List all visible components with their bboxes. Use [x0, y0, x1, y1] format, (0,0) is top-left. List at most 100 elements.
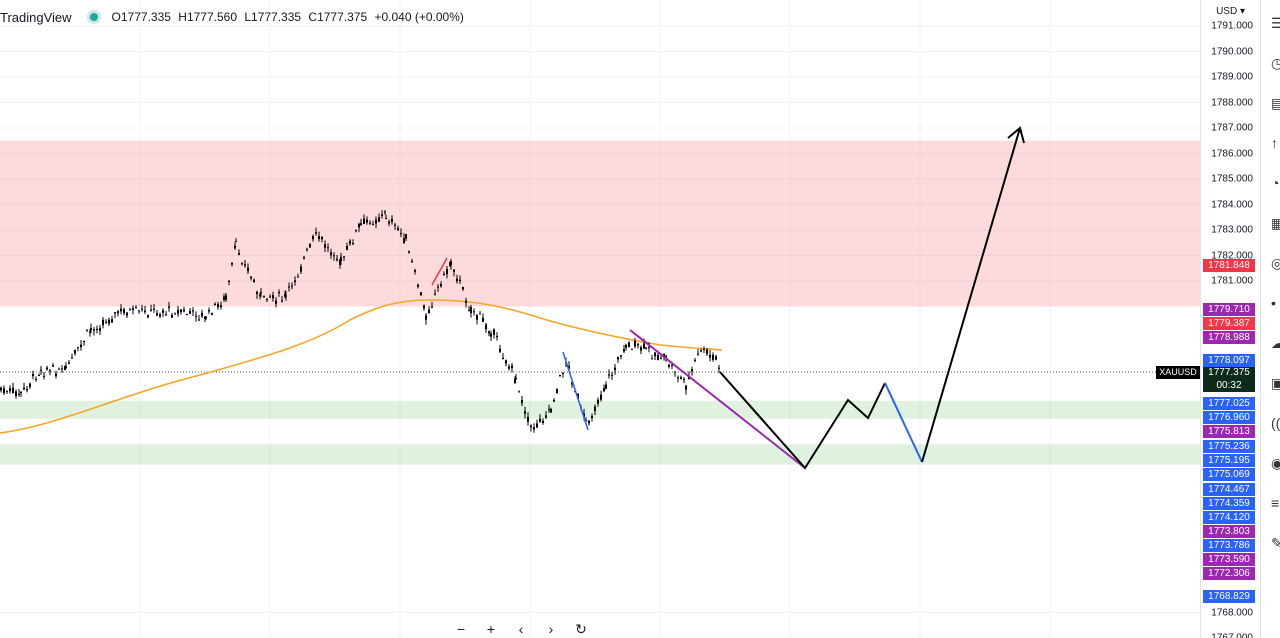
watchlist-icon[interactable]: ☰ [1271, 16, 1280, 30]
candle-body [225, 295, 227, 300]
scroll-right-button[interactable]: › [548, 621, 554, 637]
candle-body [366, 219, 368, 223]
candle-body [680, 377, 682, 379]
candle-body [217, 304, 219, 308]
candle-body [643, 343, 645, 349]
candle-body [450, 261, 452, 265]
candle-body [0, 387, 2, 391]
candle-body [285, 295, 287, 297]
candle-body [614, 367, 616, 370]
price-tick: 1768.000 [1211, 607, 1253, 618]
candle-body [521, 400, 523, 404]
candle-body [244, 264, 246, 266]
candle-body [223, 296, 225, 300]
candle-body [266, 299, 268, 301]
price-tick: 1787.000 [1211, 122, 1253, 134]
candle-body [408, 251, 410, 253]
price-tick: 1785.000 [1211, 173, 1253, 185]
candle-body [117, 311, 119, 314]
candle-body [518, 391, 520, 393]
red-trend-segment [431, 257, 448, 286]
candle-body [102, 319, 104, 326]
candle-body [256, 291, 258, 295]
ideas-icon[interactable]: ▦ [1271, 216, 1280, 230]
candle-body [683, 379, 685, 381]
candle-body [195, 315, 197, 317]
price-tick: 1781.000 [1211, 275, 1253, 287]
candle-body [462, 287, 464, 290]
candle-body [126, 312, 128, 316]
candle-body [414, 270, 416, 272]
candle-body [403, 238, 405, 243]
candle-body [171, 315, 173, 318]
candle-body [336, 258, 338, 261]
candle-body [648, 347, 650, 349]
market-status-icon [89, 13, 98, 21]
candle-body [674, 371, 676, 373]
hotlist-icon[interactable]: ↑ [1271, 135, 1278, 151]
currency-selector[interactable]: USD ▾ [1216, 6, 1245, 17]
candle-body [499, 348, 501, 352]
pine-icon[interactable]: ◉ [1271, 456, 1280, 470]
candle-body [71, 357, 73, 359]
candle-body [192, 310, 194, 312]
candle-body [141, 308, 143, 310]
chart-canvas[interactable] [0, 0, 1200, 638]
data-window-icon[interactable]: ▤ [1271, 96, 1280, 110]
candle-body [600, 394, 602, 400]
candle-body [577, 393, 579, 399]
price-label: 1768.829 [1203, 590, 1255, 603]
candle-body [360, 223, 362, 225]
candle-body [135, 307, 137, 309]
calendar-icon[interactable]: ◔ [1271, 175, 1280, 191]
candle-body [524, 411, 526, 414]
candle-body [281, 300, 283, 302]
candle-body [697, 353, 699, 355]
scroll-left-button[interactable]: ‹ [518, 621, 524, 637]
brand-logo[interactable]: TradingView [0, 9, 72, 25]
settings-icon[interactable]: ≡ [1271, 495, 1280, 511]
zoom-in-button[interactable]: + [486, 621, 496, 637]
more-icon[interactable]: ✎ [1271, 536, 1280, 550]
price-axis[interactable]: USD ▾ 1777.375 00:32 1791.000 1790.000 178… [1200, 0, 1259, 638]
candle-body [493, 329, 495, 335]
candle-body [20, 391, 22, 394]
candle-body [272, 295, 274, 299]
candle-body [165, 314, 167, 316]
candle-body [381, 214, 383, 216]
candle-body [352, 243, 354, 245]
candle-body [694, 359, 696, 361]
candle-body [234, 245, 236, 249]
chat-icon[interactable]: • [1271, 295, 1276, 311]
close-value: C1777.375 [308, 10, 368, 24]
broadcast-icon[interactable]: ▣ [1271, 376, 1280, 390]
candle-body [111, 319, 113, 323]
candle-body [514, 378, 516, 384]
candle-body [231, 262, 233, 265]
notifications-icon[interactable]: ◎ [1271, 256, 1280, 270]
candle-body [440, 283, 442, 287]
candle-body [485, 324, 487, 330]
price-tick: 1788.000 [1211, 97, 1253, 108]
price-tick: 1786.000 [1211, 148, 1253, 159]
candle-body [605, 384, 607, 389]
alerts-icon[interactable]: ◷ [1271, 56, 1280, 70]
zoom-out-button[interactable]: − [456, 621, 466, 637]
candle-body [568, 366, 570, 369]
candle-body [309, 243, 311, 248]
price-tick: 1791.000 [1211, 20, 1253, 32]
candle-body [315, 232, 317, 234]
candle-body [297, 276, 299, 278]
candle-body [384, 211, 386, 213]
candle-body [29, 383, 31, 387]
change-value: +0.040 (+0.00%) [374, 10, 464, 24]
help-icon[interactable]: (( [1271, 415, 1280, 431]
candle-body [623, 349, 625, 352]
candle-body [300, 266, 302, 272]
chart-area[interactable]: TradingView O1777.335 H1777.560 L1777.33… [0, 0, 1200, 638]
reset-chart-button[interactable]: ↻ [575, 621, 587, 637]
candle-body [585, 420, 587, 422]
candle-body [263, 296, 265, 298]
candle-body [465, 300, 467, 303]
streams-icon[interactable]: ☁ [1271, 336, 1280, 350]
